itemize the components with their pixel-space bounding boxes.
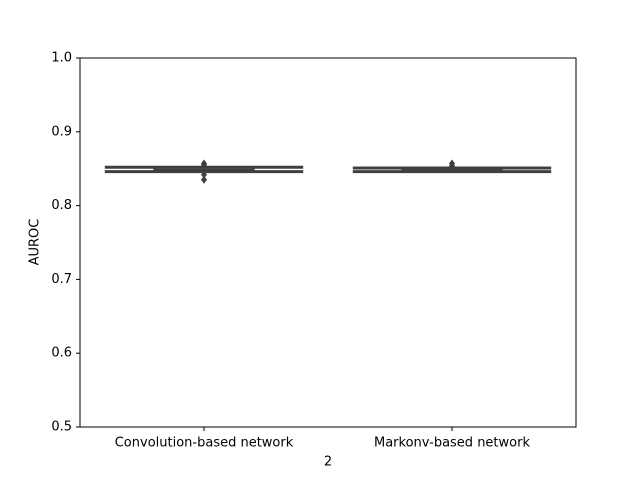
x-tick-label: Markonv-based network xyxy=(374,436,530,451)
y-tick-label: 0.9 xyxy=(51,124,72,139)
y-tick-label: 0.7 xyxy=(51,272,72,287)
outlier xyxy=(201,175,207,184)
outlier xyxy=(201,170,207,179)
y-axis-label: AUROC xyxy=(28,219,43,266)
x-tick-label: Convolution-based network xyxy=(115,436,294,451)
y-tick-label: 0.5 xyxy=(51,420,72,435)
y-tick-label: 0.6 xyxy=(51,346,72,361)
plot-frame xyxy=(79,57,577,428)
y-tick-label: 0.8 xyxy=(51,198,72,213)
y-tick-label: 1.0 xyxy=(51,51,72,66)
outlier xyxy=(201,161,207,170)
x-axis-label: 2 xyxy=(324,455,332,470)
outlier xyxy=(449,161,455,170)
